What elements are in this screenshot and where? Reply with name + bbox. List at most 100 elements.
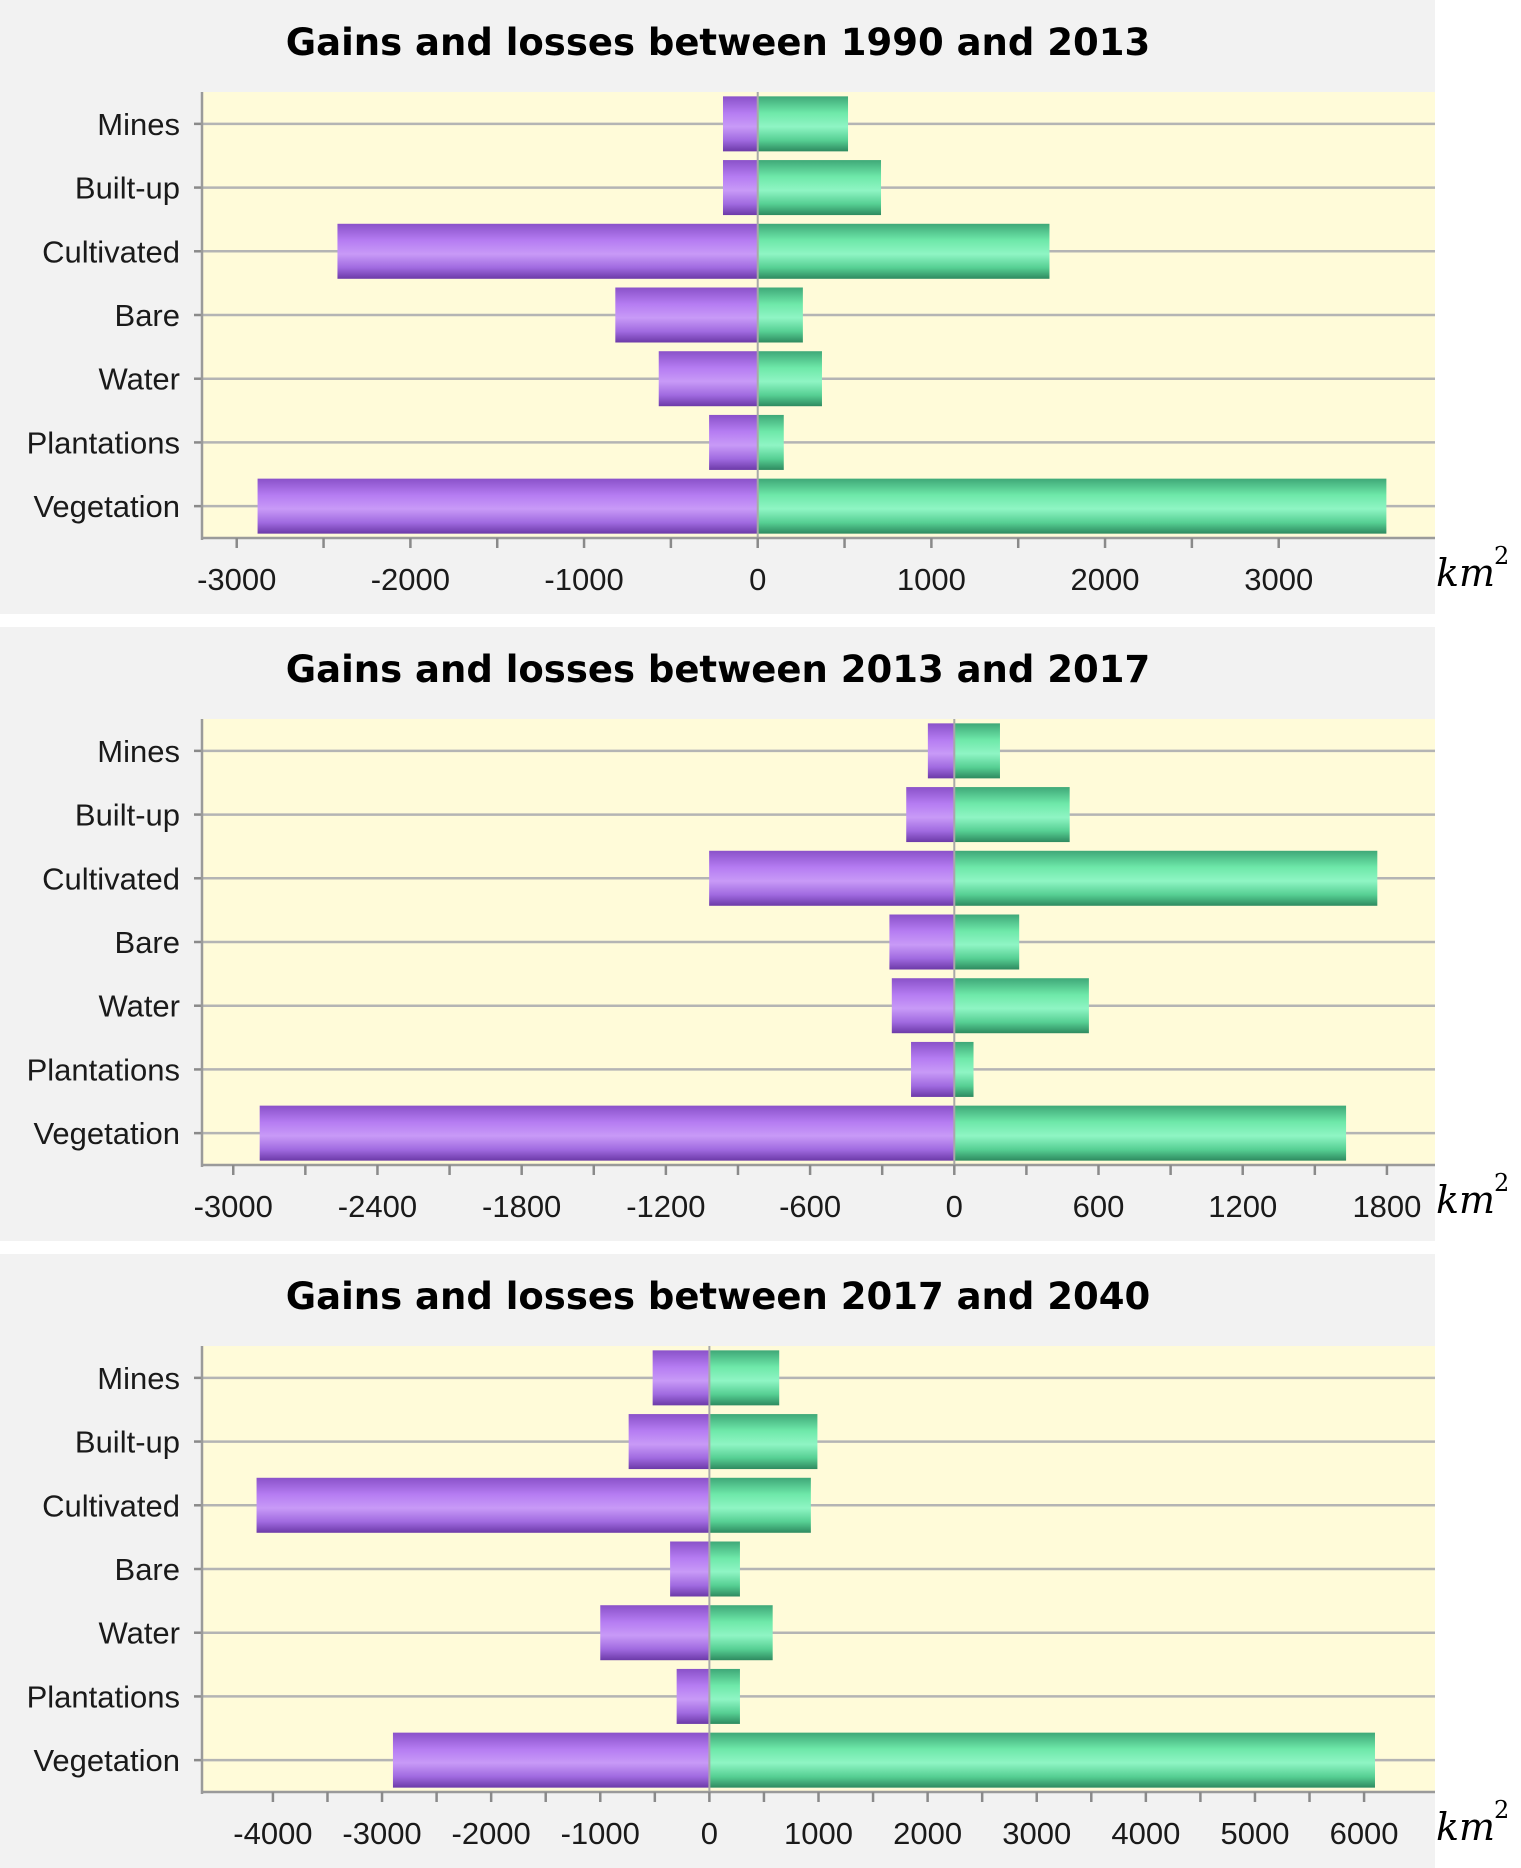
y-tick-label: Built-up bbox=[75, 798, 180, 833]
chart-panel-3: Gains and losses between 2017 and 2040 Mi… bbox=[0, 1254, 1509, 1868]
x-tick-label: 2000 bbox=[1071, 562, 1140, 597]
loss-bar-built-up bbox=[906, 787, 955, 843]
x-tick-label: 1200 bbox=[1208, 1189, 1277, 1224]
loss-bar-bare bbox=[670, 1541, 710, 1597]
x-axis-unit-label: km bbox=[1436, 1805, 1495, 1849]
loss-bar-plantations bbox=[911, 1041, 955, 1097]
x-tick-label: -600 bbox=[779, 1189, 841, 1224]
x-tick-label: -3000 bbox=[342, 1816, 421, 1851]
x-tick-label: -1000 bbox=[561, 1816, 640, 1851]
x-axis-unit-superscript: 2 bbox=[1494, 1796, 1509, 1824]
gain-bar-built-up bbox=[757, 160, 882, 216]
gain-bar-vegetation bbox=[954, 1105, 1347, 1161]
x-tick-label: -3000 bbox=[197, 562, 276, 597]
y-tick-label: Vegetation bbox=[33, 1743, 180, 1778]
x-tick-label: 0 bbox=[749, 562, 766, 597]
x-tick-label: -2400 bbox=[338, 1189, 417, 1224]
loss-bar-vegetation bbox=[259, 1105, 955, 1161]
x-tick-label: -4000 bbox=[233, 1816, 312, 1851]
gain-bar-water bbox=[709, 1605, 773, 1661]
gain-bar-plantations bbox=[709, 1668, 740, 1724]
y-tick-label: Plantations bbox=[27, 425, 180, 460]
y-tick-label: Mines bbox=[97, 734, 180, 769]
gain-bar-built-up bbox=[709, 1414, 818, 1470]
chart-panel-2: Gains and losses between 2013 and 2017 Mi… bbox=[0, 627, 1509, 1241]
loss-bar-cultivated bbox=[709, 850, 955, 906]
y-tick-label: Cultivated bbox=[42, 1488, 180, 1523]
y-tick-label: Built-up bbox=[75, 171, 180, 206]
x-tick-label: 0 bbox=[701, 1816, 718, 1851]
gain-bar-mines bbox=[757, 96, 849, 152]
x-axis-unit-superscript: 2 bbox=[1494, 542, 1509, 570]
x-tick-label: -1000 bbox=[544, 562, 623, 597]
y-tick-label: Cultivated bbox=[42, 861, 180, 896]
gain-bar-water bbox=[954, 978, 1089, 1034]
gain-bar-vegetation bbox=[757, 478, 1387, 534]
loss-bar-water bbox=[658, 351, 758, 407]
x-axis-unit-label: km bbox=[1436, 1178, 1495, 1222]
x-tick-label: 1000 bbox=[784, 1816, 853, 1851]
x-tick-label: 4000 bbox=[1111, 1816, 1180, 1851]
y-tick-label: Plantations bbox=[27, 1679, 180, 1714]
y-tick-label: Bare bbox=[115, 1552, 180, 1587]
y-tick-label: Water bbox=[98, 1616, 180, 1651]
x-tick-label: 3000 bbox=[1244, 562, 1313, 597]
x-tick-label: 1000 bbox=[897, 562, 966, 597]
y-tick-label: Built-up bbox=[75, 1425, 180, 1460]
y-tick-label: Cultivated bbox=[42, 234, 180, 269]
x-tick-label: 2000 bbox=[893, 1816, 962, 1851]
gain-bar-cultivated bbox=[709, 1477, 811, 1533]
chart-title: Gains and losses between 1990 and 2013 bbox=[286, 21, 1150, 64]
loss-bar-built-up bbox=[628, 1414, 710, 1470]
loss-bar-vegetation bbox=[257, 478, 758, 534]
x-tick-label: 600 bbox=[1073, 1189, 1125, 1224]
loss-bar-plantations bbox=[709, 414, 758, 470]
y-tick-label: Bare bbox=[115, 298, 180, 333]
y-tick-label: Mines bbox=[97, 107, 180, 142]
loss-bar-cultivated bbox=[256, 1477, 710, 1533]
loss-bar-bare bbox=[889, 914, 955, 970]
y-tick-label: Vegetation bbox=[33, 1116, 180, 1151]
loss-bar-mines bbox=[652, 1350, 710, 1406]
y-tick-label: Water bbox=[98, 989, 180, 1024]
loss-bar-mines bbox=[927, 723, 955, 779]
chart-title: Gains and losses between 2013 and 2017 bbox=[286, 648, 1150, 691]
y-tick-label: Vegetation bbox=[33, 489, 180, 524]
x-tick-label: -2000 bbox=[452, 1816, 531, 1851]
x-axis-unit-label: km bbox=[1436, 551, 1495, 595]
gain-bar-plantations bbox=[954, 1041, 974, 1097]
loss-bar-bare bbox=[615, 287, 758, 343]
loss-bar-water bbox=[600, 1605, 710, 1661]
x-tick-label: -3000 bbox=[194, 1189, 273, 1224]
loss-bar-mines bbox=[722, 96, 758, 152]
x-tick-label: 5000 bbox=[1220, 1816, 1289, 1851]
y-tick-label: Bare bbox=[115, 925, 180, 960]
loss-bar-plantations bbox=[676, 1668, 710, 1724]
chart-title: Gains and losses between 2017 and 2040 bbox=[286, 1275, 1150, 1318]
chart-panel-1: Gains and losses between 1990 and 2013 Mi… bbox=[0, 0, 1509, 614]
gain-bar-cultivated bbox=[757, 223, 1050, 279]
x-tick-label: 1800 bbox=[1352, 1189, 1421, 1224]
gain-bar-vegetation bbox=[709, 1732, 1375, 1788]
x-tick-label: -1200 bbox=[626, 1189, 705, 1224]
x-tick-label: -1800 bbox=[482, 1189, 561, 1224]
gain-bar-bare bbox=[709, 1541, 740, 1597]
x-tick-label: 0 bbox=[946, 1189, 963, 1224]
gain-bar-mines bbox=[709, 1350, 780, 1406]
loss-bar-water bbox=[891, 978, 955, 1034]
loss-bar-vegetation bbox=[392, 1732, 710, 1788]
gain-bar-bare bbox=[954, 914, 1020, 970]
x-tick-label: -2000 bbox=[371, 562, 450, 597]
y-tick-label: Water bbox=[98, 362, 180, 397]
x-tick-label: 6000 bbox=[1330, 1816, 1399, 1851]
gain-bar-plantations bbox=[757, 414, 784, 470]
gain-bar-bare bbox=[757, 287, 803, 343]
loss-bar-built-up bbox=[722, 160, 758, 216]
loss-bar-cultivated bbox=[337, 223, 758, 279]
y-tick-label: Mines bbox=[97, 1361, 180, 1396]
gain-bar-mines bbox=[954, 723, 1000, 779]
x-tick-label: 3000 bbox=[1002, 1816, 1071, 1851]
gain-bar-water bbox=[757, 351, 822, 407]
gain-bar-built-up bbox=[954, 787, 1070, 843]
x-axis-unit-superscript: 2 bbox=[1494, 1169, 1509, 1197]
